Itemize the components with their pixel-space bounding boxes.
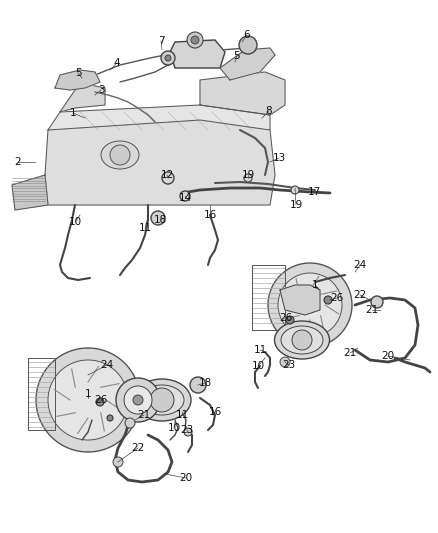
Text: 18: 18 [153, 215, 166, 225]
Ellipse shape [281, 326, 323, 354]
Circle shape [191, 36, 199, 44]
Circle shape [116, 378, 160, 422]
Polygon shape [55, 70, 100, 90]
Text: 16: 16 [208, 407, 222, 417]
Text: 20: 20 [381, 351, 395, 361]
Text: 22: 22 [131, 443, 145, 453]
Circle shape [278, 273, 342, 337]
Circle shape [165, 55, 171, 61]
Circle shape [48, 360, 128, 440]
Circle shape [239, 36, 257, 54]
Text: 8: 8 [266, 106, 272, 116]
Circle shape [180, 191, 190, 201]
Text: 20: 20 [180, 473, 193, 483]
Text: 11: 11 [138, 223, 152, 233]
Polygon shape [12, 175, 48, 210]
Ellipse shape [275, 321, 329, 359]
Text: 16: 16 [203, 210, 217, 220]
Circle shape [151, 211, 165, 225]
Circle shape [324, 296, 332, 304]
Circle shape [161, 51, 175, 65]
Text: 11: 11 [175, 410, 189, 420]
Circle shape [286, 316, 294, 324]
Text: 12: 12 [160, 170, 173, 180]
Text: 24: 24 [353, 260, 367, 270]
Text: 21: 21 [365, 305, 378, 315]
Ellipse shape [140, 385, 184, 415]
Text: 26: 26 [330, 293, 344, 303]
Circle shape [36, 348, 140, 452]
Circle shape [110, 145, 130, 165]
Text: 1: 1 [312, 280, 318, 290]
Circle shape [162, 172, 174, 184]
Text: 4: 4 [114, 58, 120, 68]
Text: 13: 13 [272, 153, 286, 163]
Polygon shape [170, 40, 225, 68]
Text: 18: 18 [198, 378, 212, 388]
Circle shape [133, 395, 143, 405]
Polygon shape [45, 120, 275, 205]
Circle shape [187, 32, 203, 48]
Circle shape [244, 174, 252, 182]
Text: 21: 21 [343, 348, 357, 358]
Text: 5: 5 [234, 51, 240, 61]
Text: 19: 19 [290, 200, 303, 210]
Circle shape [113, 457, 123, 467]
Text: 23: 23 [180, 425, 194, 435]
Text: 19: 19 [241, 170, 254, 180]
Circle shape [371, 296, 383, 308]
Circle shape [280, 357, 290, 367]
Polygon shape [60, 85, 105, 112]
Text: 3: 3 [98, 85, 104, 95]
Text: 24: 24 [100, 360, 113, 370]
Circle shape [125, 418, 135, 428]
Circle shape [184, 428, 192, 436]
Circle shape [150, 388, 174, 412]
Text: 10: 10 [251, 361, 265, 371]
Polygon shape [200, 72, 285, 115]
Text: 26: 26 [94, 395, 108, 405]
Text: 1: 1 [85, 389, 91, 399]
Text: 14: 14 [178, 193, 192, 203]
Text: 2: 2 [15, 157, 21, 167]
Circle shape [107, 415, 113, 421]
Text: 23: 23 [283, 360, 296, 370]
Circle shape [291, 186, 299, 194]
Circle shape [190, 377, 206, 393]
Polygon shape [48, 105, 270, 130]
Text: 21: 21 [138, 410, 151, 420]
Circle shape [268, 263, 352, 347]
Text: 17: 17 [307, 187, 321, 197]
Text: 5: 5 [75, 68, 81, 78]
Text: 10: 10 [167, 423, 180, 433]
Circle shape [292, 330, 312, 350]
Text: 10: 10 [68, 217, 81, 227]
Ellipse shape [101, 141, 139, 169]
Text: 6: 6 [244, 30, 250, 40]
Polygon shape [220, 48, 275, 80]
Text: 26: 26 [279, 313, 293, 323]
Text: 11: 11 [253, 345, 267, 355]
Circle shape [96, 398, 104, 406]
Polygon shape [280, 285, 320, 315]
Circle shape [124, 386, 152, 414]
Ellipse shape [133, 379, 191, 421]
Text: 22: 22 [353, 290, 367, 300]
Text: 7: 7 [158, 36, 164, 46]
Text: 1: 1 [70, 108, 76, 118]
